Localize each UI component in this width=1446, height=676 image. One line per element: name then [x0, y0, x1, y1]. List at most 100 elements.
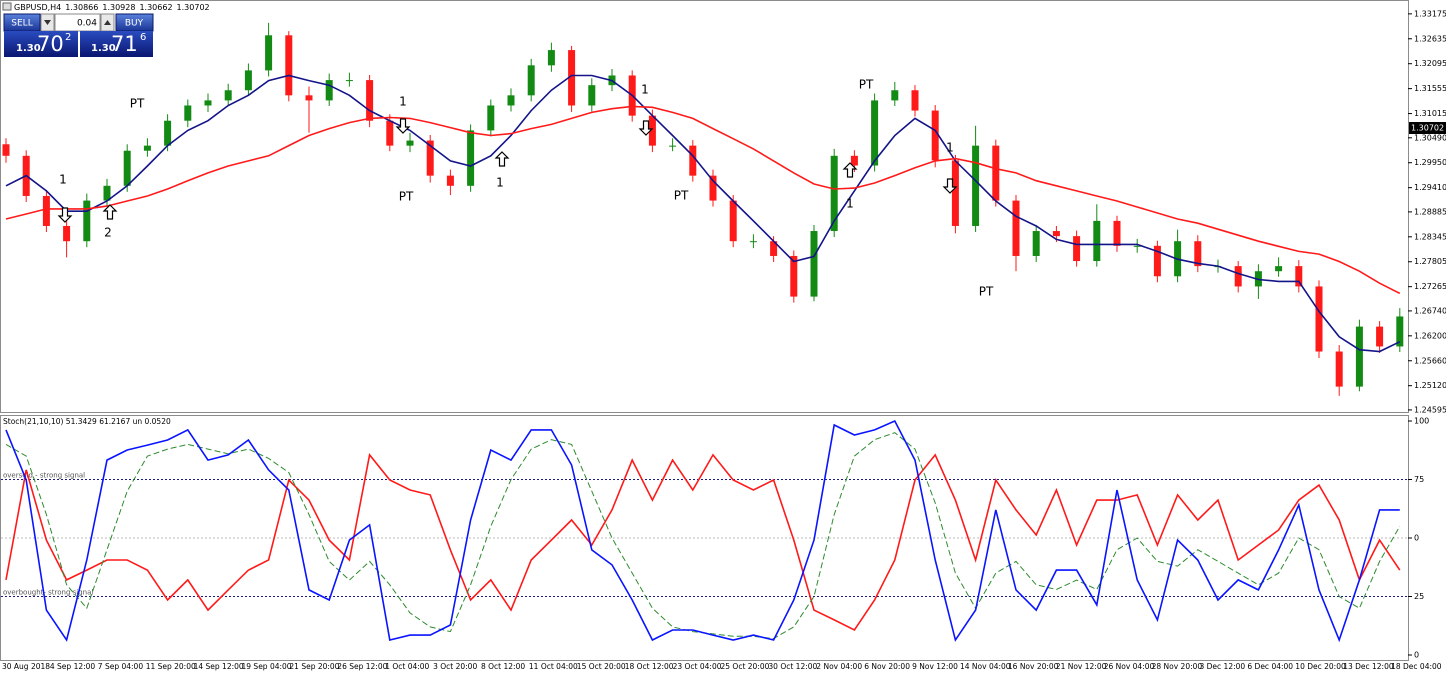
- candle-body: [143, 145, 151, 151]
- candle-body: [790, 255, 798, 297]
- candle-body: [770, 241, 778, 256]
- annotation: 1: [846, 197, 854, 211]
- x-tick-label: 11 Oct 04:00: [529, 662, 578, 671]
- buy-price-sup: 6: [140, 32, 146, 43]
- candle-body: [1052, 231, 1060, 237]
- candle-body: [669, 145, 677, 147]
- y-tick-label: 1.30490: [1414, 133, 1446, 142]
- candle-body: [1194, 241, 1202, 267]
- candle-body: [931, 110, 939, 161]
- candle-body: [729, 200, 737, 242]
- x-tick-label: 26 Sep 12:00: [337, 662, 387, 671]
- down-arrow: [638, 120, 654, 136]
- x-tick-label: 16 Nov 20:00: [1008, 662, 1059, 671]
- x-tick-label: 8 Oct 12:00: [481, 662, 525, 671]
- x-tick-label: 11 Sep 20:00: [146, 662, 196, 671]
- x-tick-label: 21 Sep 20:00: [289, 662, 339, 671]
- candle-body: [446, 175, 454, 186]
- candle-body: [164, 120, 172, 146]
- candle-body: [63, 225, 71, 242]
- candle-body: [204, 100, 212, 106]
- header-value: 1.30928: [102, 3, 135, 12]
- current-price-marker: [1409, 122, 1446, 135]
- moving-average: [5, 74, 1401, 353]
- y-tick-label: 1.27805: [1414, 257, 1446, 266]
- x-tick-label: 18 Oct 12:00: [625, 662, 674, 671]
- candle-body: [1133, 245, 1141, 247]
- down-arrow: [57, 207, 73, 223]
- header: GBPUSD,H4 1.30866 1.30928 1.30662 1.30702: [2, 2, 210, 12]
- candle-body: [1093, 220, 1101, 262]
- x-tick-label: 10 Dec 20:00: [1295, 662, 1346, 671]
- candle-body: [325, 80, 333, 101]
- annotation: 1: [399, 95, 407, 109]
- candle-body: [426, 140, 434, 176]
- buy-price-box[interactable]: [80, 31, 153, 57]
- sell-price-big: 70: [37, 32, 64, 56]
- x-tick-label: 3 Dec 12:00: [1200, 662, 1246, 671]
- y-tick-label: 1.31015: [1414, 109, 1446, 118]
- x-tick-label: 25 Oct 20:00: [721, 662, 770, 671]
- x-tick-label: 28 Nov 20:00: [1152, 662, 1203, 671]
- x-tick-label: 30 Oct 12:00: [768, 662, 817, 671]
- candle-body: [1335, 351, 1343, 387]
- annotation: 1: [496, 176, 504, 190]
- candle-body: [103, 185, 111, 201]
- candle-body: [487, 105, 495, 131]
- x-tick-label: 14 Nov 04:00: [960, 662, 1011, 671]
- buy-price-prefix: 1.30: [91, 43, 116, 54]
- level-label: oversold - strong signal: [3, 472, 85, 480]
- symbol-icon: [2, 2, 12, 11]
- x-tick-label: 18 Dec 04:00: [1391, 662, 1442, 671]
- candle-body: [709, 175, 717, 201]
- x-tick-label: 21 Nov 12:00: [1056, 662, 1107, 671]
- lot-value: 0.04: [77, 19, 97, 29]
- annotation: PT: [399, 190, 414, 204]
- candle-body: [1073, 236, 1081, 262]
- x-tick-label: 2 Nov 04:00: [816, 662, 862, 671]
- candle-body: [366, 80, 374, 121]
- sell-price-box[interactable]: [4, 31, 78, 57]
- candle-body: [1355, 326, 1363, 387]
- stoch-line: [5, 419, 1400, 643]
- candle-body: [1153, 245, 1161, 277]
- y-tick-label: 0: [1414, 534, 1419, 543]
- symbol-header: GBPUSD,H4 1.30866 1.30928 1.30662 1.30702: [14, 3, 210, 12]
- x-tick-label: 14 Sep 12:00: [194, 662, 244, 671]
- stoch-line: [5, 453, 1401, 632]
- y-tick-label: 1.26740: [1414, 306, 1446, 315]
- y-tick-label: 1.24595: [1414, 405, 1446, 414]
- candle-body: [2, 144, 10, 156]
- candle-body: [285, 35, 293, 96]
- candle-body: [1113, 220, 1121, 246]
- level-label: overbought- strong signal: [3, 589, 93, 597]
- candle-body: [1234, 266, 1242, 287]
- candle-body: [406, 140, 414, 146]
- candle-body: [972, 145, 980, 226]
- y-tick-label: 1.33175: [1414, 9, 1446, 18]
- y-tick-label: 1.26200: [1414, 331, 1446, 340]
- candle-body: [1032, 231, 1040, 256]
- x-tick-label: 23 Oct 04:00: [673, 662, 722, 671]
- y-tick-label: 1.28345: [1414, 232, 1446, 241]
- header-value: 1.30702: [177, 3, 210, 12]
- trade-panel: SELL 0.04 BUY 1.30 70 2 1.30 71 6: [3, 13, 154, 57]
- y-tick-label: 1.28885: [1414, 207, 1446, 216]
- buy-label: BUY: [125, 19, 144, 29]
- y-tick-label: 25: [1414, 592, 1424, 601]
- sell-price-sup: 2: [65, 32, 71, 43]
- candle-body: [386, 120, 394, 146]
- down-arrow: [942, 178, 958, 194]
- up-arrow: [102, 204, 118, 220]
- y-tick-label: 1.31555: [1414, 84, 1446, 93]
- x-tick-label: 1 Oct 04:00: [385, 662, 429, 671]
- candle-body: [810, 231, 818, 297]
- annotation: 1: [641, 83, 649, 97]
- y-tick-label: 1.29950: [1414, 158, 1446, 167]
- candle-body: [244, 70, 252, 91]
- y-tick-label: 0: [1414, 651, 1419, 660]
- dropdown-icon: [44, 20, 51, 25]
- annotation: PT: [674, 189, 689, 203]
- candle-body: [951, 160, 959, 226]
- annotation: PT: [130, 97, 145, 111]
